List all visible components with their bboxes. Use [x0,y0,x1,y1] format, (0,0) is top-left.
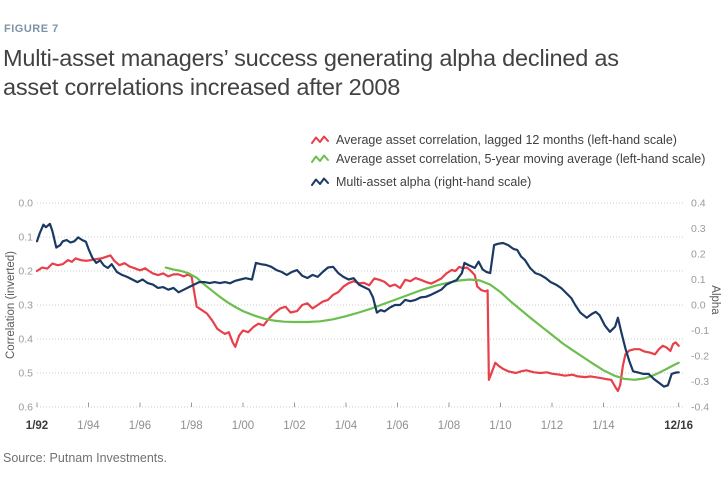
x-axis-tick-label: 1/10 [489,420,511,432]
legend-label: Average asset correlation, 5-year moving… [336,151,706,166]
legend-item-moving-average-correlation: Average asset correlation, 5-year moving… [311,149,705,168]
x-axis-tick-label: 1/98 [180,420,202,432]
x-axis-tick-label: 1/04 [335,420,358,432]
left-axis-tick-label: 0.6 [18,402,33,414]
right-axis-tick-label: -0.4 [691,402,709,414]
chart-title: Multi-asset managers’ success generating… [3,44,643,102]
left-axis-tick-label: 0.4 [18,334,33,346]
right-axis-title: Alpha [709,285,721,315]
right-axis-tick-label: -0.1 [691,325,709,337]
navy-zigzag-line-icon [311,177,329,186]
x-axis-tick-label: 1/00 [232,420,254,432]
x-axis-tick-label: 1/08 [438,420,460,432]
green-zigzag-line-icon [311,154,329,163]
x-axis-tick-label: 1/14 [592,420,615,432]
right-axis-tick-label: 0.2 [691,249,706,261]
series-line-0 [35,254,680,393]
right-axis-tick-label: 0.4 [691,198,706,210]
figure-label: FIGURE 7 [4,23,59,35]
left-axis-tick-label: 0.3 [18,300,33,312]
x-axis-tick-label: 1/06 [386,420,408,432]
x-axis-tick-label: 1/02 [283,420,305,432]
legend-item-multi-asset-alpha: Multi-asset alpha (right-hand scale) [311,172,705,191]
chart-title-line2: asset correlations increased after 2008 [3,74,401,100]
legend-label: Average asset correlation, lagged 12 mon… [336,132,677,147]
right-axis-tick-label: -0.2 [691,351,709,363]
left-axis-tick-label: 0.1 [18,232,33,244]
left-axis-tick-label: 0.0 [18,198,33,210]
left-axis-tick-label: 0.5 [18,368,33,380]
chart-title-line1: Multi-asset managers’ success generating… [3,45,619,71]
legend: Average asset correlation, lagged 12 mon… [311,130,705,191]
right-axis-tick-label: 0.1 [691,274,706,286]
left-axis-tick-label: 0.2 [18,266,33,278]
legend-item-lagged-correlation: Average asset correlation, lagged 12 mon… [311,130,705,149]
right-axis-tick-label: 0.0 [691,300,706,312]
source-note: Source: Putnam Investments. [3,451,167,465]
x-axis-tick-label: 1/12 [541,420,563,432]
red-zigzag-line-icon [311,135,329,144]
x-axis-tick-label: 12/16 [664,420,693,432]
legend-label: Multi-asset alpha (right-hand scale) [336,174,532,189]
series-line-1 [164,266,680,381]
x-axis-tick-label: 1/96 [129,420,151,432]
right-axis-tick-label: -0.3 [691,376,709,388]
left-axis-title: Correlation (inverted) [5,251,17,359]
x-axis-tick-label: 1/94 [77,420,100,432]
series-line-2 [35,222,680,388]
x-axis-tick-label: 1/92 [26,420,48,432]
right-axis-tick-label: 0.3 [691,223,706,235]
